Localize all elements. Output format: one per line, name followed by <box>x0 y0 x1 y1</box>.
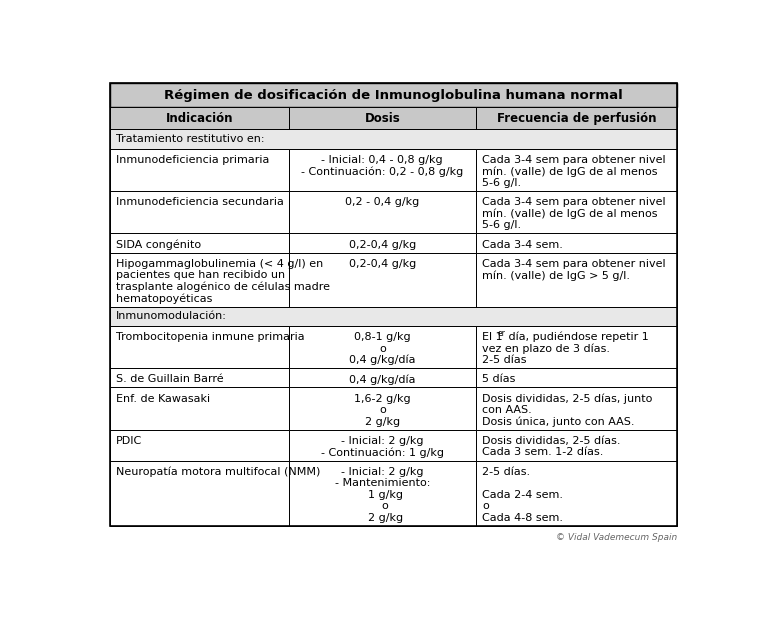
Text: - Inicial: 0,4 - 0,8 g/kg: - Inicial: 0,4 - 0,8 g/kg <box>322 155 443 165</box>
Text: hematopoyéticas: hematopoyéticas <box>116 293 213 304</box>
Text: Dosis divididas, 2-5 días.: Dosis divididas, 2-5 días. <box>482 436 621 446</box>
Bar <box>476 326 677 368</box>
Text: er: er <box>498 329 506 338</box>
Text: Frecuencia de perfusión: Frecuencia de perfusión <box>497 112 657 125</box>
Bar <box>289 233 476 253</box>
Text: 0,2-0,4 g/kg: 0,2-0,4 g/kg <box>349 239 416 250</box>
Bar <box>289 460 476 526</box>
Bar <box>110 233 289 253</box>
Bar <box>110 107 289 130</box>
Text: 1 g/kg: 1 g/kg <box>361 490 403 500</box>
Text: pacientes que han recibido un: pacientes que han recibido un <box>116 270 285 280</box>
Bar <box>110 326 289 368</box>
Bar <box>289 107 476 130</box>
Text: Tratamiento restitutivo en:: Tratamiento restitutivo en: <box>116 134 265 144</box>
Text: - Inicial: 2 g/kg: - Inicial: 2 g/kg <box>341 466 423 477</box>
Text: 0,8-1 g/kg: 0,8-1 g/kg <box>354 332 411 342</box>
Text: o: o <box>379 405 386 415</box>
Text: Régimen de dosificación de Inmunoglobulina humana normal: Régimen de dosificación de Inmunoglobuli… <box>164 89 623 102</box>
Text: Inmunomodulación:: Inmunomodulación: <box>116 311 227 321</box>
Text: Cada 3-4 sem para obtener nivel: Cada 3-4 sem para obtener nivel <box>482 197 666 207</box>
Text: 2-5 días: 2-5 días <box>482 355 527 365</box>
Bar <box>476 430 677 460</box>
Text: mín. (valle) de IgG de al menos: mín. (valle) de IgG de al menos <box>482 166 657 176</box>
Bar <box>289 253 476 307</box>
Bar <box>110 253 289 307</box>
Text: mín. (valle) de IgG > 5 g/l.: mín. (valle) de IgG > 5 g/l. <box>482 270 630 281</box>
Text: Inmunodeficiencia secundaria: Inmunodeficiencia secundaria <box>116 197 284 207</box>
Text: © Vidal Vademecum Spain: © Vidal Vademecum Spain <box>556 533 677 542</box>
Bar <box>476 368 677 387</box>
Bar <box>110 307 677 326</box>
Text: mín. (valle) de IgG de al menos: mín. (valle) de IgG de al menos <box>482 209 657 219</box>
Bar <box>476 460 677 526</box>
Bar <box>110 430 289 460</box>
Text: Trombocitopenia inmune primaria: Trombocitopenia inmune primaria <box>116 332 305 342</box>
Text: 0,2-0,4 g/kg: 0,2-0,4 g/kg <box>349 259 416 269</box>
Text: - Continuación: 1 g/kg: - Continuación: 1 g/kg <box>321 447 444 458</box>
Text: Cada 4-8 sem.: Cada 4-8 sem. <box>482 513 563 523</box>
Text: Cada 2-4 sem.: Cada 2-4 sem. <box>482 490 563 500</box>
Bar <box>476 253 677 307</box>
Bar <box>110 130 677 149</box>
Bar <box>289 149 476 191</box>
Text: Dosis divididas, 2-5 días, junto: Dosis divididas, 2-5 días, junto <box>482 394 653 404</box>
Text: S. de Guillain Barré: S. de Guillain Barré <box>116 375 223 384</box>
Text: o: o <box>482 502 488 511</box>
Text: Cada 3-4 sem.: Cada 3-4 sem. <box>482 239 563 250</box>
Text: Cada 3 sem. 1-2 días.: Cada 3 sem. 1-2 días. <box>482 447 604 457</box>
Text: 1,6-2 g/kg: 1,6-2 g/kg <box>354 394 411 404</box>
Bar <box>476 149 677 191</box>
Bar <box>110 460 289 526</box>
Text: 5 días: 5 días <box>482 375 515 384</box>
Text: SIDA congénito: SIDA congénito <box>116 239 201 250</box>
Text: - Mantenimiento:: - Mantenimiento: <box>335 478 430 488</box>
Bar <box>110 149 289 191</box>
Text: trasplante alogénico de células madre: trasplante alogénico de células madre <box>116 282 330 292</box>
Text: Inmunodeficiencia primaria: Inmunodeficiencia primaria <box>116 155 270 165</box>
Bar <box>289 387 476 430</box>
Text: Dosis: Dosis <box>364 112 400 125</box>
Text: o: o <box>376 502 389 511</box>
Text: Hipogammaglobulinemia (< 4 g/l) en: Hipogammaglobulinemia (< 4 g/l) en <box>116 259 323 269</box>
Bar <box>289 326 476 368</box>
Text: vez en plazo de 3 días.: vez en plazo de 3 días. <box>482 343 610 354</box>
Bar <box>476 107 677 130</box>
Text: 0,2 - 0,4 g/kg: 0,2 - 0,4 g/kg <box>345 197 419 207</box>
Bar <box>289 368 476 387</box>
Text: Neuropatía motora multifocal (NMM): Neuropatía motora multifocal (NMM) <box>116 466 320 477</box>
Text: Cada 3-4 sem para obtener nivel: Cada 3-4 sem para obtener nivel <box>482 259 666 269</box>
Bar <box>289 430 476 460</box>
Text: Enf. de Kawasaki: Enf. de Kawasaki <box>116 394 210 404</box>
Bar <box>110 368 289 387</box>
Bar <box>110 107 677 130</box>
Bar <box>476 233 677 253</box>
Text: 2 g/kg: 2 g/kg <box>361 513 403 523</box>
Bar <box>289 191 476 233</box>
Text: 0,4 g/kg/día: 0,4 g/kg/día <box>349 374 415 384</box>
Bar <box>476 387 677 430</box>
Text: 2-5 días.: 2-5 días. <box>482 466 530 477</box>
Text: Dosis única, junto con AAS.: Dosis única, junto con AAS. <box>482 416 634 427</box>
Text: - Continuación: 0,2 - 0,8 g/kg: - Continuación: 0,2 - 0,8 g/kg <box>301 166 463 176</box>
Bar <box>476 191 677 233</box>
Text: Cada 3-4 sem para obtener nivel: Cada 3-4 sem para obtener nivel <box>482 155 666 165</box>
Bar <box>110 387 289 430</box>
Text: 5-6 g/l.: 5-6 g/l. <box>482 178 521 188</box>
Text: - Inicial: 2 g/kg: - Inicial: 2 g/kg <box>341 436 423 446</box>
Text: 2 g/kg: 2 g/kg <box>365 416 400 427</box>
Text: El 1: El 1 <box>482 332 503 342</box>
Text: día, pudiéndose repetir 1: día, pudiéndose repetir 1 <box>505 332 648 342</box>
Bar <box>110 83 677 107</box>
Text: Indicación: Indicación <box>166 112 233 125</box>
Text: o: o <box>379 344 386 354</box>
Text: 5-6 g/l.: 5-6 g/l. <box>482 220 521 230</box>
Text: PDIC: PDIC <box>116 436 142 446</box>
Text: 0,4 g/kg/día: 0,4 g/kg/día <box>349 355 415 365</box>
Text: con AAS.: con AAS. <box>482 405 531 415</box>
Bar <box>110 191 289 233</box>
